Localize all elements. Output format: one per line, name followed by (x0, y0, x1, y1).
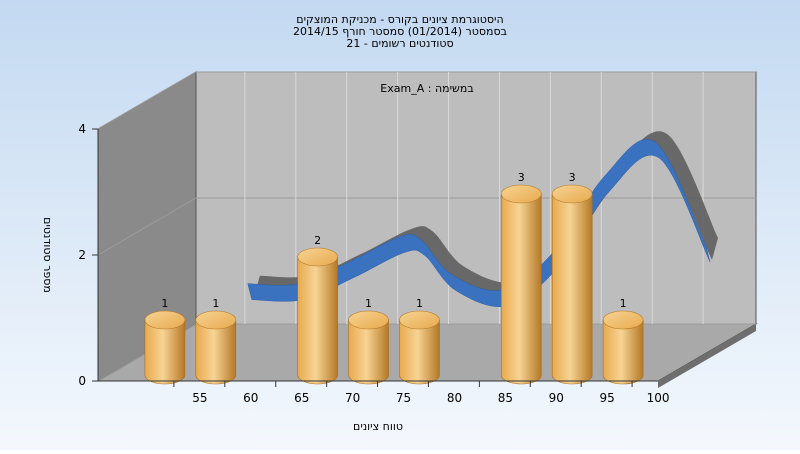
task-annotation: Exam_A : במשימה (380, 82, 473, 95)
bar-top (399, 310, 440, 330)
y-axis-label: מספר סטודנטים (41, 217, 54, 293)
x-tick-label: 95 (600, 391, 615, 405)
bar-body (551, 193, 593, 385)
chart-title-line-1: היסטוגרמת ציונים בקורס - מכניקת המוצקים (296, 13, 503, 26)
bar-75: 1 (348, 297, 389, 385)
bar-80: 1 (399, 297, 440, 385)
x-tick-label: 80 (447, 391, 462, 405)
x-tick-label: 75 (396, 391, 411, 405)
y-tick-label: 0 (78, 374, 86, 388)
bar-value-label: 1 (212, 297, 219, 310)
bar-top (602, 310, 644, 330)
x-tick-label: 85 (498, 391, 513, 405)
trend-ribbon (247, 139, 711, 307)
bar-60: 1 (195, 297, 237, 385)
bar-100: 1 (602, 297, 644, 385)
bar-value-label: 1 (620, 297, 627, 310)
bar-90: 3 (500, 171, 542, 385)
chart-title-line-2: בסמסטר (01/2014) סמסטר חורף 2014/15 (293, 25, 507, 38)
floor-edge (658, 324, 756, 388)
x-tick-label: 65 (294, 391, 309, 405)
bar-55: 1 (144, 297, 186, 385)
bar-body (500, 193, 542, 385)
bar-70: 2 (297, 234, 338, 385)
bar-body (348, 319, 389, 385)
bar-top (297, 247, 338, 267)
bar-top (500, 184, 542, 204)
y-tick-label: 2 (78, 248, 86, 262)
bar-top (144, 310, 186, 330)
x-tick-label: 90 (549, 391, 564, 405)
bar-value-label: 1 (365, 297, 372, 310)
x-tick-label: 60 (243, 391, 258, 405)
bar-top (551, 184, 593, 204)
chart-title-line-3: סטודנטים רשומים - 21 (346, 37, 453, 50)
x-tick-label: 55 (192, 391, 207, 405)
bar-value-label: 1 (416, 297, 423, 310)
bar-95: 3 (551, 171, 593, 385)
bar-value-label: 3 (569, 171, 576, 184)
bar-value-label: 3 (518, 171, 525, 184)
x-tick-label: 70 (345, 391, 360, 405)
bar-top (348, 310, 389, 330)
bar-body (195, 319, 237, 385)
bar-body (399, 319, 440, 385)
bar-body (144, 319, 186, 385)
bar-body (602, 319, 644, 385)
bar-value-label: 2 (314, 234, 321, 247)
x-tick-label: 100 (647, 391, 670, 405)
bar-body (297, 256, 338, 385)
bar-value-label: 1 (161, 297, 168, 310)
y-tick-label: 4 (78, 122, 86, 136)
bar-top (195, 310, 237, 330)
horizontal-grid-line (97, 71, 756, 130)
x-axis-label: טווח ציונים (353, 420, 403, 433)
